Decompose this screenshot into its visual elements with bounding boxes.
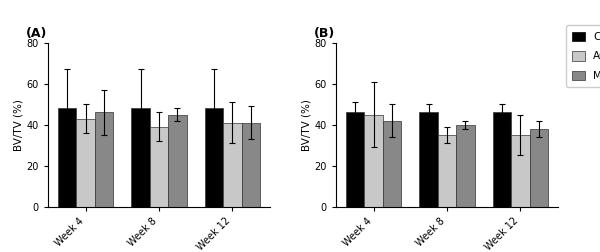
Bar [511,135,530,207]
Bar [150,127,168,207]
Bar [223,123,242,207]
Bar [438,135,456,207]
Bar [383,121,401,207]
Bar [205,108,223,207]
Bar [95,112,113,207]
Bar [242,123,260,207]
Text: (A): (A) [26,27,47,40]
Bar [131,108,150,207]
Bar [364,114,383,207]
Bar [346,112,364,207]
Bar [76,119,95,207]
Bar [530,129,548,207]
Bar [58,108,76,207]
Bar [168,114,187,207]
Y-axis label: BV/TV (%): BV/TV (%) [302,99,312,151]
Bar [493,112,511,207]
Legend: Control, ACLT, MIA: Control, ACLT, MIA [566,25,600,87]
Bar [419,112,438,207]
Text: (B): (B) [314,27,335,40]
Y-axis label: BV/TV (%): BV/TV (%) [14,99,24,151]
Bar [456,125,475,207]
